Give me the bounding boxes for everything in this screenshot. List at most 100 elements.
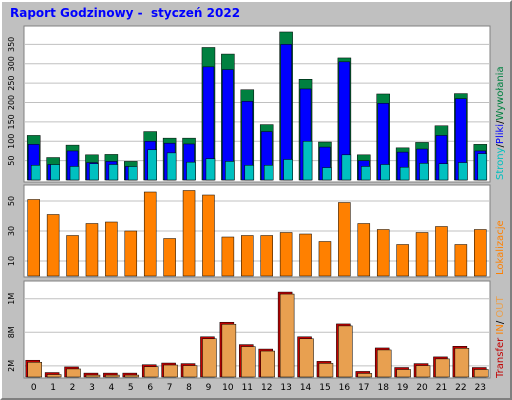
transfer-out-bar bbox=[357, 373, 373, 378]
transfer-out-bar bbox=[396, 369, 411, 378]
x-tick-label: 17 bbox=[358, 383, 369, 393]
transfer-y-tick-label: 1M bbox=[7, 293, 16, 305]
hits-y-tick-label: 250 bbox=[7, 75, 16, 90]
hits-y-tick-label: 50 bbox=[7, 156, 16, 166]
strony-bar bbox=[205, 158, 216, 181]
lokalizacje-bar bbox=[454, 244, 468, 277]
lokalizacje-bar bbox=[318, 241, 332, 277]
lokalizacje-bar bbox=[46, 214, 60, 277]
transfer-legend-out: OUT bbox=[495, 295, 506, 320]
transfer-out-bar bbox=[474, 369, 489, 378]
x-tick-label: 14 bbox=[300, 383, 312, 393]
lokalizacje-bar bbox=[66, 235, 79, 277]
lokalizacje-bar bbox=[163, 238, 176, 277]
strony-bar bbox=[361, 166, 371, 181]
lokalizacje-bar bbox=[143, 191, 157, 277]
strony-bar bbox=[166, 152, 177, 181]
lokalizacje-bar bbox=[124, 230, 138, 277]
lokalizacje-bar bbox=[279, 232, 293, 277]
strony-bar bbox=[322, 167, 332, 181]
transfer-out-bar bbox=[85, 374, 101, 378]
lokalizacje-bar bbox=[105, 221, 118, 277]
hits-legend-sep2: / bbox=[495, 120, 506, 124]
transfer-legend-sep: / bbox=[495, 320, 506, 324]
x-tick-label: 23 bbox=[475, 383, 486, 393]
x-tick-label: 9 bbox=[206, 383, 212, 393]
transfer-out-bar bbox=[124, 374, 140, 378]
strony-bar bbox=[69, 166, 80, 181]
transfer-out-bar bbox=[202, 338, 217, 378]
lokalizacje-bar bbox=[396, 244, 409, 277]
transfer-out-bar bbox=[27, 361, 42, 378]
lokalizacje-bar bbox=[357, 223, 371, 277]
transfer-out-bar bbox=[182, 365, 198, 378]
lokalizacje-bar bbox=[221, 236, 235, 277]
x-tick-label: 2 bbox=[70, 383, 76, 393]
transfer-legend-transfer: Transfer bbox=[495, 337, 506, 379]
x-tick-label: 20 bbox=[416, 383, 428, 393]
x-tick-label: 13 bbox=[280, 383, 291, 393]
transfer-out-bar bbox=[241, 346, 256, 378]
transfer-out-bar bbox=[376, 349, 392, 378]
x-tick-label: 4 bbox=[109, 383, 115, 393]
x-tick-label: 16 bbox=[339, 383, 351, 393]
transfer-out-bar bbox=[143, 366, 159, 378]
report-title: Raport Godzinowy - styczeń 2022 bbox=[10, 6, 241, 20]
hits-legend: Strony/Pliki/Wywołania bbox=[495, 66, 506, 180]
x-tick-label: 11 bbox=[242, 383, 253, 393]
transfer-out-bar bbox=[415, 365, 431, 378]
lokalizacje-bar bbox=[376, 229, 390, 277]
strony-bar bbox=[380, 164, 390, 181]
strony-bar bbox=[438, 163, 449, 181]
hits-legend-wywolania: Wywołania bbox=[495, 66, 506, 120]
transfer-out-bar bbox=[163, 364, 178, 378]
x-tick-label: 15 bbox=[319, 383, 330, 393]
x-tick-label: 0 bbox=[31, 383, 37, 393]
strony-bar bbox=[225, 161, 235, 181]
lokalizacje-bar bbox=[260, 235, 273, 277]
lokalizacje-bar bbox=[27, 199, 40, 277]
transfer-out-bar bbox=[318, 363, 334, 378]
strony-bar bbox=[341, 154, 352, 181]
hits-legend-sep1: / bbox=[495, 143, 506, 147]
lokalizacje-bar bbox=[182, 190, 196, 277]
lokalizacje-bar bbox=[474, 229, 487, 277]
locations-y-tick-label: 10 bbox=[7, 256, 16, 266]
transfer-out-bar bbox=[338, 325, 353, 378]
transfer-out-bar bbox=[66, 368, 81, 378]
transfer-out-bar bbox=[105, 374, 120, 378]
x-tick-label: 8 bbox=[186, 383, 192, 393]
hits-y-tick-label: 300 bbox=[7, 56, 16, 71]
transfer-panel bbox=[23, 280, 491, 379]
strony-bar bbox=[186, 161, 196, 181]
x-tick-label: 10 bbox=[222, 383, 234, 393]
hits-y-tick-label: 350 bbox=[7, 37, 16, 52]
strony-bar bbox=[30, 165, 41, 181]
transfer-out-bar bbox=[260, 350, 275, 378]
transfer-out-bar bbox=[299, 338, 314, 378]
strony-bar bbox=[283, 159, 293, 181]
strony-bar bbox=[244, 165, 255, 181]
strony-bar bbox=[302, 141, 313, 181]
strony-bar bbox=[89, 163, 99, 181]
strony-bar bbox=[50, 164, 60, 181]
lokalizacje-bar bbox=[415, 232, 429, 277]
transfer-out-bar bbox=[279, 293, 295, 378]
locations-y-tick-label: 50 bbox=[7, 196, 16, 206]
strony-bar bbox=[128, 166, 138, 181]
x-tick-label: 5 bbox=[128, 383, 134, 393]
transfer-legend-in: IN bbox=[495, 324, 506, 338]
x-tick-label: 7 bbox=[167, 383, 173, 393]
x-tick-label: 12 bbox=[261, 383, 272, 393]
strony-bar bbox=[108, 164, 119, 181]
lokalizacje-bar bbox=[202, 194, 215, 277]
hits-y-tick-label: 200 bbox=[7, 95, 16, 110]
transfer-legend: Transfer IN/ OUT bbox=[495, 295, 506, 379]
x-tick-label: 22 bbox=[455, 383, 466, 393]
strony-bar bbox=[458, 162, 468, 181]
hits-panel bbox=[23, 25, 491, 183]
strony-bar bbox=[419, 163, 429, 181]
strony-bar bbox=[263, 165, 274, 181]
hits-legend-strony: Strony bbox=[495, 147, 506, 180]
